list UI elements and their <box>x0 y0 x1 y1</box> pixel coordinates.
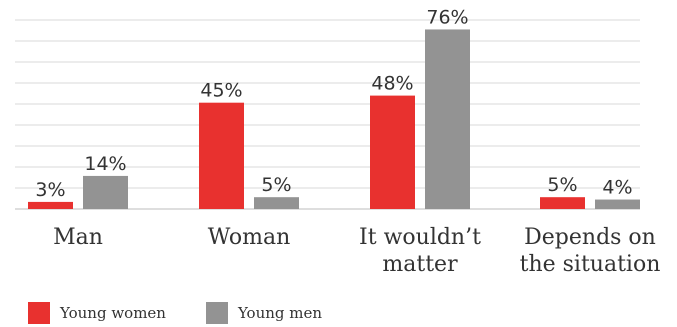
bar-young-women-3 <box>540 197 585 209</box>
legend-item-young-women: Young women <box>28 302 166 324</box>
data-label: 45% <box>200 80 242 102</box>
bar-young-women-1 <box>199 102 244 209</box>
data-label: 5% <box>261 174 291 196</box>
data-label: 4% <box>602 177 632 199</box>
data-label: 14% <box>84 153 126 175</box>
legend-label-young-men: Young men <box>237 304 323 322</box>
bar-young-men-0 <box>83 175 128 209</box>
bars <box>28 29 640 210</box>
category-label: the situation <box>520 252 661 277</box>
value-labels: 3% 14% 45% 5% 48% 76% 5% 4% <box>35 6 632 200</box>
legend: Young women Young men <box>28 302 362 324</box>
bar-young-men-1 <box>254 197 299 209</box>
legend-swatch-young-men <box>205 302 228 324</box>
bar-young-women-2 <box>370 95 415 209</box>
category-label: Man <box>53 225 103 250</box>
category-label: Depends on <box>524 225 656 250</box>
bar-young-men-3 <box>595 199 640 209</box>
bar-young-women-0 <box>28 201 73 209</box>
legend-item-young-men: Young men <box>205 302 323 324</box>
category-label: matter <box>382 252 458 277</box>
legend-label-young-women: Young women <box>60 304 166 322</box>
category-label: Woman <box>208 225 291 250</box>
gridlines <box>15 19 640 210</box>
legend-swatch-young-women <box>28 302 50 324</box>
data-label: 48% <box>371 73 413 95</box>
data-label: 5% <box>547 174 577 196</box>
category-label: It wouldn’t <box>359 225 481 250</box>
data-label: 3% <box>35 179 65 201</box>
data-label: 76% <box>426 6 468 28</box>
bar-chart: 3% 14% 45% 5% 48% 76% 5% 4% Man Woman It wouldn’t… <box>15 6 660 277</box>
bar-young-men-2 <box>425 29 470 210</box>
